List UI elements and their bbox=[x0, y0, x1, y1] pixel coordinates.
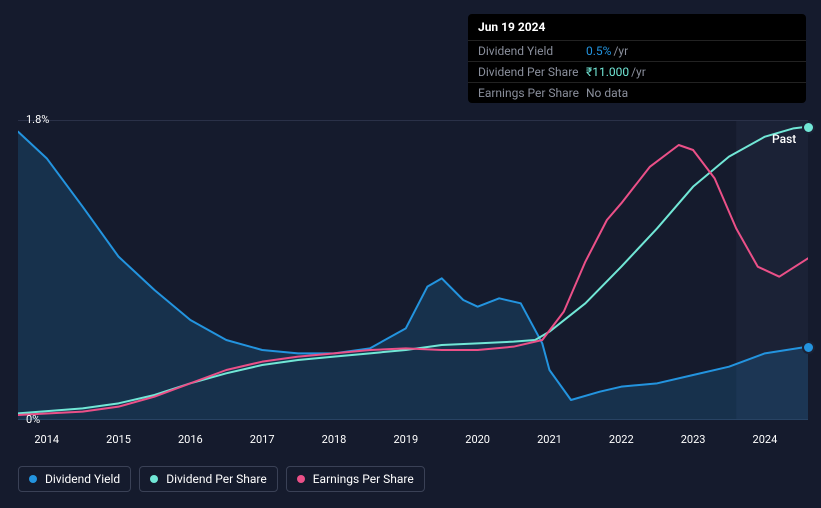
tooltip-value: No data bbox=[586, 86, 628, 100]
legend-item-yield[interactable]: Dividend Yield bbox=[18, 466, 131, 492]
legend-item-eps[interactable]: Earnings Per Share bbox=[286, 466, 425, 492]
chart-tooltip: Jun 19 2024 Dividend Yield 0.5%/yr Divid… bbox=[468, 14, 806, 103]
chart-legend: Dividend Yield Dividend Per Share Earnin… bbox=[18, 466, 425, 492]
x-tick-label: 2018 bbox=[322, 433, 347, 446]
legend-label: Dividend Yield bbox=[45, 472, 120, 486]
x-tick-label: 2020 bbox=[465, 433, 490, 446]
series-handle[interactable] bbox=[802, 121, 815, 134]
y-tick-label: 0% bbox=[26, 413, 40, 426]
x-tick-label: 2017 bbox=[250, 433, 275, 446]
tooltip-value: 0.5%/yr bbox=[586, 44, 628, 58]
x-tick-label: 2024 bbox=[753, 433, 778, 446]
x-tick-label: 2014 bbox=[34, 433, 59, 446]
x-tick-label: 2015 bbox=[106, 433, 131, 446]
legend-label: Earnings Per Share bbox=[313, 472, 414, 486]
tooltip-label: Dividend Yield bbox=[478, 44, 586, 58]
tooltip-value: ₹11.000/yr bbox=[586, 65, 646, 79]
legend-item-dps[interactable]: Dividend Per Share bbox=[139, 466, 278, 492]
legend-label: Dividend Per Share bbox=[166, 472, 267, 486]
tooltip-row-eps: Earnings Per Share No data bbox=[468, 82, 806, 103]
y-tick-label: 1.8% bbox=[26, 113, 49, 126]
x-tick-label: 2023 bbox=[681, 433, 706, 446]
x-tick-label: 2022 bbox=[609, 433, 634, 446]
legend-dot-icon bbox=[297, 475, 305, 483]
x-tick-label: 2021 bbox=[537, 433, 562, 446]
tooltip-row-yield: Dividend Yield 0.5%/yr bbox=[468, 40, 806, 61]
dividend-chart: Jun 19 2024 Dividend Yield 0.5%/yr Divid… bbox=[0, 0, 821, 508]
tooltip-label: Earnings Per Share bbox=[478, 86, 586, 100]
series-handle[interactable] bbox=[802, 341, 815, 354]
past-label: Past bbox=[772, 132, 796, 146]
tooltip-date: Jun 19 2024 bbox=[468, 14, 806, 40]
x-tick-label: 2016 bbox=[178, 433, 203, 446]
legend-dot-icon bbox=[150, 475, 158, 483]
tooltip-label: Dividend Per Share bbox=[478, 65, 586, 79]
x-tick-label: 2019 bbox=[393, 433, 418, 446]
chart-plot bbox=[18, 120, 808, 420]
tooltip-row-dps: Dividend Per Share ₹11.000/yr bbox=[468, 61, 806, 82]
legend-dot-icon bbox=[29, 475, 37, 483]
